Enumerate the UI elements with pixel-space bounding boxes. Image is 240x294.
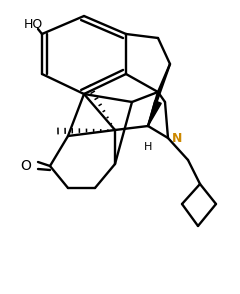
Text: HO: HO xyxy=(24,18,43,31)
Polygon shape xyxy=(148,101,161,126)
Text: H: H xyxy=(144,142,152,152)
Text: N: N xyxy=(172,131,182,144)
Text: O: O xyxy=(21,159,31,173)
